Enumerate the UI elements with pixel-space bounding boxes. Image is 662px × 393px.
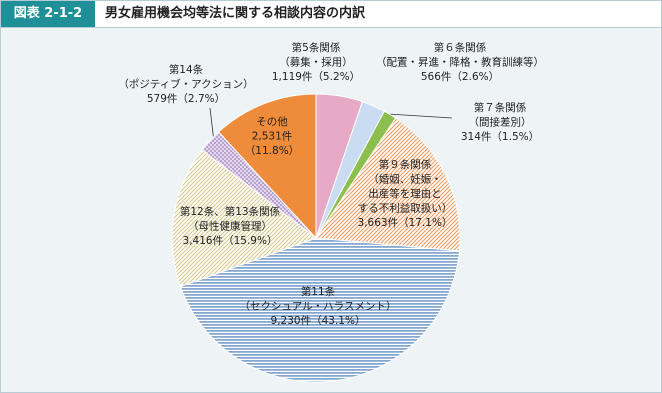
value-line: 3,416件（15.9%） [183, 235, 278, 247]
leader-line [387, 113, 453, 119]
value-label: 2,531件 [252, 131, 293, 143]
value-label: 579件 [147, 93, 178, 105]
value-line: 3,663件（17.1%） [358, 217, 453, 229]
slice-label: 出産等を理由と [368, 187, 442, 200]
value-line: 1,119件（5.2%） [272, 71, 360, 83]
percent-label: （2.7%） [177, 93, 225, 105]
slice-label: （婚姻、妊娠・ [368, 173, 442, 186]
pie-slice [179, 237, 460, 383]
slice-label: 第14条 [169, 63, 204, 76]
slice-label: 第12条、第13条関係 [180, 205, 280, 218]
percent-label: （2.6%） [451, 71, 499, 83]
header: 図表 2-1-2 男女雇用機会均等法に関する相談内容の内訳 [1, 1, 661, 28]
value-label: 3,663件 [358, 217, 399, 229]
value-label: 314件 [461, 131, 492, 143]
value-line: 314件（1.5%） [461, 131, 539, 143]
percent-label: （43.1%） [311, 315, 365, 327]
slice-label: する不利益取扱い） [358, 202, 453, 215]
slice-label: （ポジティブ・アクション） [118, 78, 253, 91]
slice-label: （間接差別） [469, 116, 532, 129]
percent-label: （15.9%） [223, 235, 277, 247]
slice-label: （セクシュアル・ハラスメント） [240, 301, 397, 313]
percent-label: （5.2%） [312, 71, 360, 83]
pie-slice [171, 149, 318, 288]
figure-number: 図表 2-1-2 [1, 1, 95, 27]
value-label: 566件 [421, 71, 452, 83]
slice-label: 第９条関係 [379, 158, 432, 171]
slice-label: （募集・採用） [279, 56, 353, 69]
percent-label: （1.5%） [491, 131, 539, 143]
slice-label: 第７条関係 [474, 101, 527, 114]
slice-label: 第６条関係 [434, 41, 487, 54]
slice-label: （母性健康管理） [188, 220, 272, 233]
pie-slice [217, 93, 317, 240]
value-label: 1,119件 [272, 71, 313, 83]
slice-label: その他 [256, 115, 288, 128]
value-line: 566件（2.6%） [421, 71, 499, 83]
value-label: 3,416件 [183, 235, 224, 247]
slice-label: 第5条関係 [292, 41, 341, 54]
chart-title: 男女雇用機会均等法に関する相談内容の内訳 [105, 6, 366, 21]
slice-label: （配置・昇進・降格・教育訓練等） [376, 56, 544, 69]
slice-label: 第11条 [301, 285, 336, 298]
value-label: 9,230件 [271, 315, 312, 327]
pie-slice [315, 117, 461, 252]
value-line: 579件（2.7%） [147, 93, 225, 105]
percent-label: （11.8%） [245, 145, 299, 157]
percent-label: （17.1%） [398, 217, 452, 229]
value-line: 9,230件（43.1%） [271, 315, 366, 327]
